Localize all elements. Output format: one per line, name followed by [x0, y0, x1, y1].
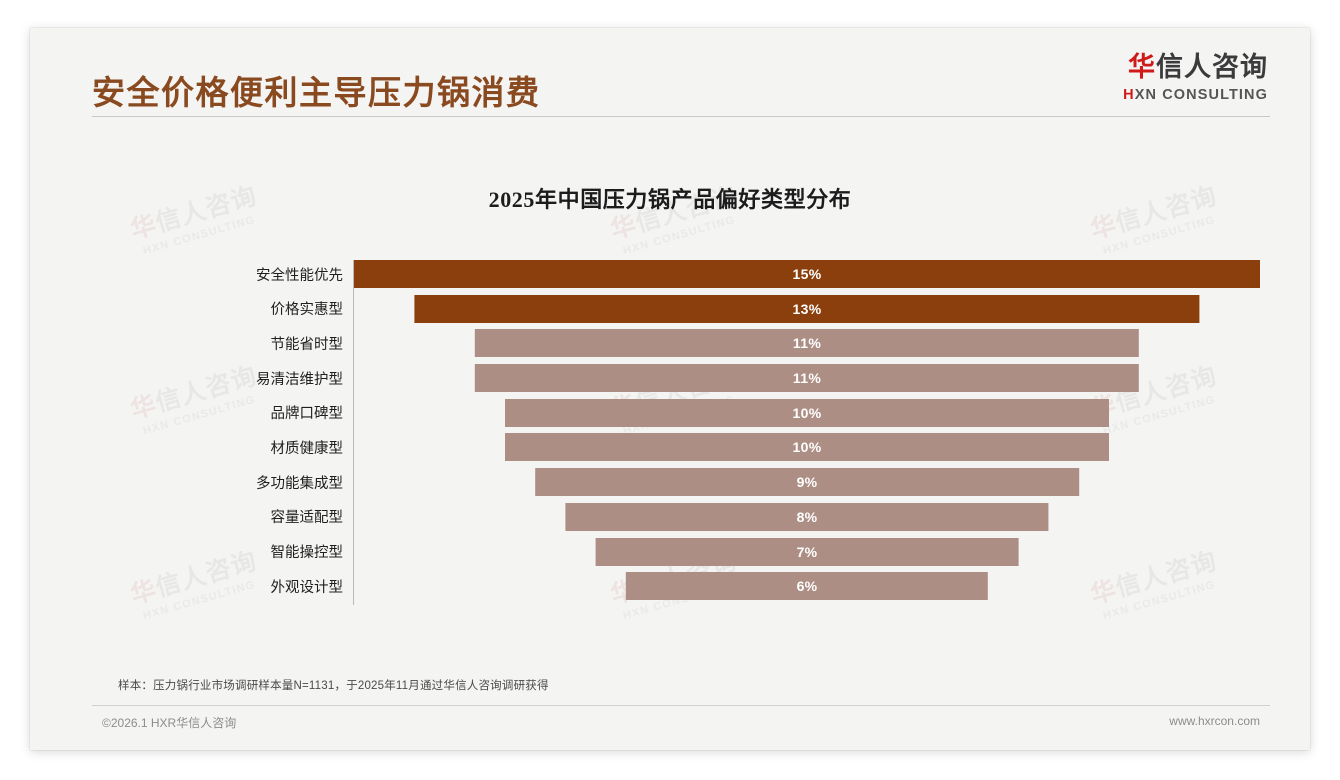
bar-track: 13% [354, 294, 1260, 323]
copyright-text: ©2026.1 HXR华信人咨询 [102, 716, 237, 730]
bar-value-label: 11% [792, 370, 822, 387]
bar-row[interactable]: 易清洁维护型 11% [80, 364, 1260, 393]
bar-track: 7% [354, 537, 1260, 566]
footer-divider [92, 705, 1270, 706]
bar-row[interactable]: 外观设计型 6% [80, 572, 1260, 601]
bar-segment[interactable]: 11% [474, 364, 1140, 393]
category-axis-line [353, 260, 354, 605]
website-text: www.hxrcon.com [1169, 714, 1260, 728]
header-divider [92, 116, 1270, 117]
bar-value-label: 7% [796, 543, 818, 560]
bar-category-label: 节能省时型 [270, 336, 344, 353]
bar-track: 15% [354, 260, 1260, 288]
bar-track: 8% [354, 502, 1260, 531]
bar-track: 6% [354, 572, 1260, 601]
bar-category-label: 品牌口碑型 [270, 406, 344, 423]
bar-category-label: 多功能集成型 [256, 475, 343, 492]
bar-track: 10% [354, 398, 1260, 427]
bar-row[interactable]: 智能操控型 7% [80, 537, 1260, 566]
chart-area: 2025年中国压力锅产品偏好类型分布 安全性能优先 15% 价格实惠型 13% 节能省时… [30, 140, 1310, 670]
slide-footer: ©2026.1 HXR华信人咨询 www.hxrcon.com [30, 714, 1310, 736]
bar-category-label: 价格实惠型 [270, 302, 344, 319]
logo-en-initial: H [1123, 87, 1135, 103]
bar-category-label: 智能操控型 [270, 545, 344, 561]
bar-value-label: 8% [796, 508, 818, 525]
bar-category-label: 材质健康型 [270, 440, 344, 457]
bar-segment[interactable]: 11% [474, 329, 1140, 358]
bar-segment[interactable]: 7% [595, 537, 1019, 566]
logo-en-rest: XN CONSULTING [1134, 87, 1268, 103]
bar-value-label: 13% [792, 300, 822, 317]
bar-track: 9% [354, 468, 1260, 497]
logo-chinese-rest: 信人咨询 [1156, 52, 1268, 82]
bar-track: 11% [354, 329, 1260, 358]
logo-chinese-text: 华信人咨询 [1123, 54, 1268, 81]
bar-segment[interactable]: 13% [414, 294, 1200, 323]
bar-row[interactable]: 品牌口碑型 10% [80, 398, 1260, 427]
bar-value-label: 15% [792, 266, 822, 282]
bar-segment[interactable]: 15% [354, 260, 1260, 288]
bar-track: 11% [354, 364, 1260, 393]
bar-segment[interactable]: 9% [535, 468, 1079, 497]
bar-segment[interactable]: 10% [505, 398, 1109, 427]
bar-row[interactable]: 安全性能优先 15% [80, 260, 1260, 288]
bar-value-label: 9% [796, 474, 818, 491]
bar-segment[interactable]: 8% [565, 502, 1049, 531]
bar-value-label: 11% [792, 335, 822, 352]
bar-value-label: 10% [792, 404, 822, 421]
bar-category-label: 容量适配型 [270, 510, 344, 527]
bar-category-label: 易清洁维护型 [256, 371, 343, 388]
bar-row[interactable]: 材质健康型 10% [80, 433, 1260, 462]
bar-category-label: 安全性能优先 [256, 267, 343, 284]
sample-footnote: 样本：压力锅行业市场调研样本量N=1131，于2025年11月通过华信人咨询调研… [118, 680, 549, 692]
company-logo: 华信人咨询 HXN CONSULTING [1123, 54, 1268, 103]
bar-segment[interactable]: 6% [625, 572, 989, 601]
bar-row[interactable]: 节能省时型 11% [80, 329, 1260, 358]
funnel-bar-chart: 安全性能优先 15% 价格实惠型 13% 节能省时型 11% 易清洁维护型 11% 品牌口碑型 1… [80, 260, 1260, 605]
bar-value-label: 10% [792, 439, 822, 456]
bar-row[interactable]: 容量适配型 8% [80, 502, 1260, 531]
bar-row[interactable]: 多功能集成型 9% [80, 468, 1260, 497]
bar-value-label: 6% [796, 578, 818, 595]
page-title: 安全价格便利主导压力锅消费 [92, 74, 541, 111]
logo-char-hua: 华 [1128, 52, 1156, 82]
logo-english-text: HXN CONSULTING [1123, 88, 1268, 103]
slide-header: 安全价格便利主导压力锅消费 华信人咨询 HXN CONSULTING [30, 28, 1310, 140]
bar-row[interactable]: 价格实惠型 13% [80, 294, 1260, 323]
bar-segment[interactable]: 10% [505, 433, 1109, 462]
bar-category-label: 外观设计型 [270, 579, 344, 596]
chart-title: 2025年中国压力锅产品偏好类型分布 [488, 187, 852, 212]
bar-track: 10% [354, 433, 1260, 462]
slide-canvas: 华信人咨询 HXN CONSULTING 华信人咨询 HXN CONSULTING 华信… [30, 28, 1310, 750]
